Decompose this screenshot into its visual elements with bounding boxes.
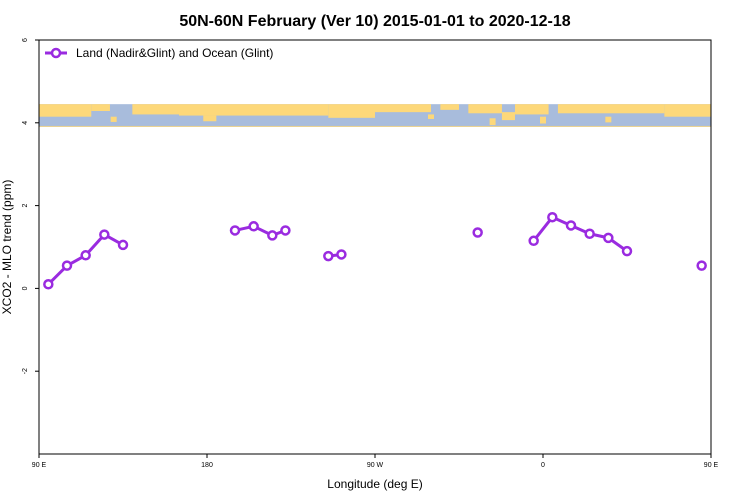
chart-title: 50N-60N February (Ver 10) 2015-01-01 to … — [179, 13, 570, 30]
data-point — [80, 250, 91, 261]
x-tick-label: 0 — [541, 462, 545, 469]
map-land — [132, 104, 179, 115]
data-point — [603, 232, 614, 244]
map-land — [179, 104, 329, 116]
data-point — [43, 279, 54, 290]
data-point — [117, 239, 129, 251]
y-axis-ticks: -2 0 2 4 6 — [22, 38, 39, 374]
x-axis-ticks: 90 E 180 90 W 0 90 E — [32, 454, 719, 469]
map-edge — [39, 125, 711, 127]
map-land — [540, 116, 546, 124]
data-point — [267, 230, 278, 241]
data-point — [229, 225, 241, 236]
data-point — [61, 260, 73, 271]
y-tick-label: 2 — [22, 204, 29, 208]
data-point — [323, 250, 334, 262]
data-point — [280, 225, 291, 236]
plot-frame — [38, 39, 712, 455]
x-axis-label: Longitude (deg E) — [327, 477, 422, 491]
x-tick-label: 90 E — [32, 462, 47, 469]
x-tick-label: 90 W — [367, 462, 384, 469]
series-layer — [43, 211, 707, 290]
map-land — [468, 104, 502, 114]
map-land — [328, 104, 375, 118]
map-land — [501, 112, 515, 121]
legend: Land (Nadir&Glint) and Ocean (Glint) — [45, 46, 273, 60]
map-land — [91, 104, 110, 112]
map-land — [557, 104, 665, 114]
data-point — [248, 221, 259, 232]
data-point — [565, 220, 577, 231]
x-tick-label: 180 — [201, 462, 213, 469]
data-point — [336, 249, 347, 260]
series-line — [234, 224, 286, 237]
legend-entry-label: Land (Nadir&Glint) and Ocean (Glint) — [76, 46, 273, 60]
data-point — [528, 235, 539, 247]
y-tick-label: 4 — [22, 121, 29, 125]
x-tick-label: 90 E — [704, 462, 719, 469]
map-land — [39, 104, 92, 117]
data-point — [99, 229, 110, 240]
y-tick-label: -2 — [22, 368, 29, 374]
map-land — [515, 104, 549, 115]
data-point — [621, 245, 633, 257]
y-tick-label: 6 — [22, 38, 29, 42]
data-point — [696, 260, 707, 271]
map-land — [428, 114, 434, 119]
map-land — [375, 104, 431, 113]
map-land — [664, 104, 711, 117]
data-point — [547, 211, 558, 223]
data-point — [584, 228, 595, 240]
map-land — [440, 104, 459, 110]
map-land — [203, 115, 217, 122]
legend-marker-swatch — [50, 47, 62, 59]
y-axis-label: XCO2 - MLO trend (ppm) — [0, 180, 14, 315]
map-land — [110, 116, 117, 122]
data-point — [472, 227, 483, 238]
map-land — [605, 116, 612, 123]
world-map-band — [39, 104, 711, 127]
map-land — [489, 118, 496, 126]
y-tick-label: 0 — [22, 286, 29, 290]
